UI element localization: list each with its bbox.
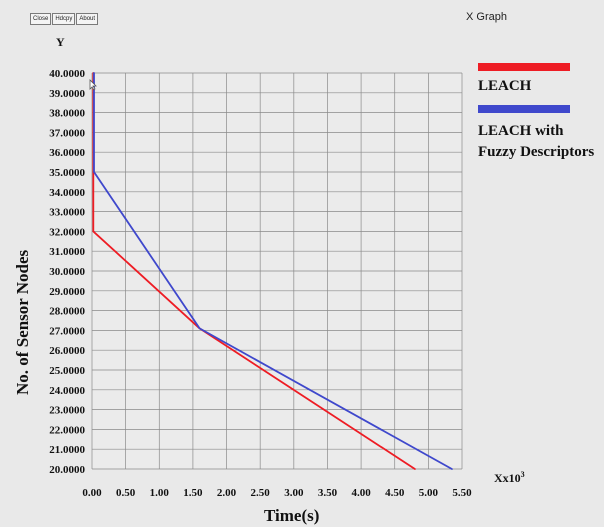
y-tick-label: 35.0000 — [49, 167, 85, 179]
x-tick-label: 1.00 — [150, 487, 170, 499]
y-tick-label: 38.0000 — [49, 108, 85, 120]
y-tick-label: 33.0000 — [49, 207, 85, 219]
x-tick-label: 0.50 — [116, 487, 136, 499]
mouse-pointer-icon — [89, 79, 97, 91]
x-tick-label: 3.50 — [318, 487, 338, 499]
series-line-leach-fuzzy — [93, 72, 453, 470]
y-tick-label: 40.0000 — [49, 68, 85, 80]
hardcopy-button[interactable]: Hdcpy — [52, 13, 76, 25]
x-tick-label: 3.00 — [284, 487, 304, 499]
window-title: X Graph — [466, 11, 507, 23]
legend-label-leach-fuzzy-line1: LEACH with — [478, 123, 564, 139]
y-tick-label: 27.0000 — [49, 325, 85, 337]
legend: LEACH LEACH with Fuzzy Descriptors — [478, 60, 604, 163]
y-axis-label: No. of Sensor Nodes — [13, 249, 32, 395]
x-tick-label: 5.00 — [419, 487, 439, 499]
y-tick-label: 26.0000 — [49, 345, 85, 357]
x-tick-label: 2.50 — [251, 487, 271, 499]
legend-label-leach-fuzzy-line2: Fuzzy Descriptors — [478, 144, 595, 160]
x-tick-label: 4.50 — [385, 487, 405, 499]
y-tick-label: 28.0000 — [49, 306, 85, 318]
legend-swatch-leach — [478, 63, 570, 71]
y-tick-label: 24.0000 — [49, 385, 85, 397]
y-tick-label: 21.0000 — [49, 444, 85, 456]
x-axis-unit-base: Xx10 — [494, 471, 521, 485]
y-tick-label: 29.0000 — [49, 286, 85, 298]
legend-label-leach: LEACH — [478, 78, 532, 94]
y-tick-label: 37.0000 — [49, 127, 85, 139]
y-tick-label: 25.0000 — [49, 365, 85, 377]
y-tick-label: 39.0000 — [49, 88, 85, 100]
y-tick-label: 20.0000 — [49, 464, 85, 476]
y-tick-label: 22.0000 — [49, 424, 85, 436]
y-tick-label: 23.0000 — [49, 405, 85, 417]
x-axis-unit-exponent: 3 — [520, 470, 525, 479]
about-button[interactable]: About — [76, 13, 99, 25]
x-tick-label: 4.00 — [351, 487, 371, 499]
y-tick-label: 32.0000 — [49, 226, 85, 238]
y-tick-label: 31.0000 — [49, 246, 85, 258]
y-axis-letter: Y — [56, 35, 65, 49]
toolbar: Close Hdcpy About — [30, 13, 99, 25]
y-tick-label: 30.0000 — [49, 266, 85, 278]
legend-swatch-leach-fuzzy — [478, 105, 570, 113]
y-tick-label: 34.0000 — [49, 187, 85, 199]
x-axis-label: Time(s) — [264, 506, 320, 525]
x-tick-label: 0.00 — [82, 487, 102, 499]
close-button[interactable]: Close — [30, 13, 52, 25]
x-tick-label: 2.00 — [217, 487, 237, 499]
x-tick-label: 1.50 — [183, 487, 203, 499]
x-axis-unit: Xx103 — [494, 470, 525, 486]
y-tick-label: 36.0000 — [49, 147, 85, 159]
x-tick-label: 5.50 — [452, 487, 472, 499]
